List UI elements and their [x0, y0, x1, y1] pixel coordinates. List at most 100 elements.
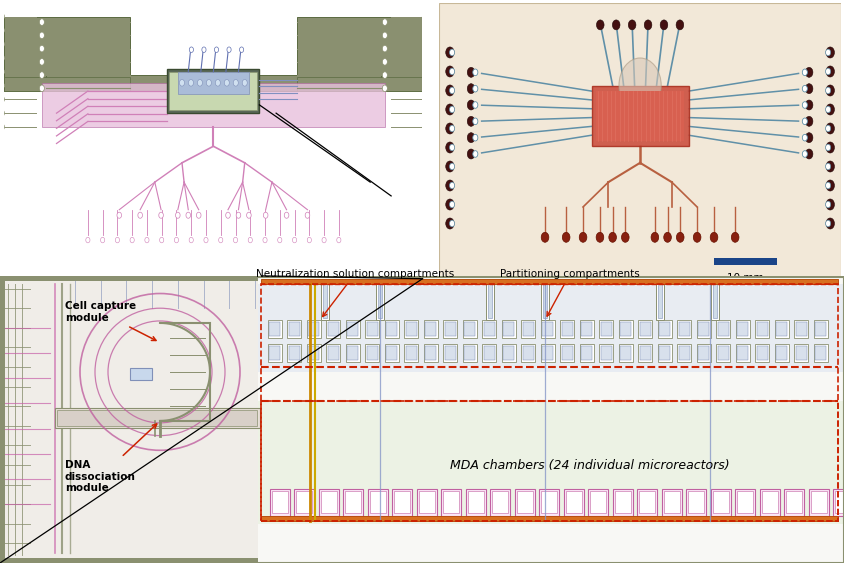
- Bar: [598, 345, 613, 362]
- Circle shape: [446, 142, 454, 153]
- Circle shape: [449, 125, 454, 132]
- Bar: [295, 489, 314, 516]
- Circle shape: [467, 84, 474, 93]
- Circle shape: [802, 86, 807, 92]
- Bar: [130, 368, 152, 380]
- Circle shape: [608, 233, 616, 242]
- Circle shape: [825, 104, 834, 115]
- Bar: [814, 346, 825, 360]
- Bar: [712, 491, 728, 513]
- Bar: [370, 491, 386, 513]
- Bar: [717, 322, 728, 336]
- Bar: [639, 491, 655, 513]
- Circle shape: [189, 238, 193, 243]
- Bar: [287, 320, 301, 338]
- Circle shape: [186, 212, 191, 218]
- Circle shape: [40, 45, 45, 52]
- Circle shape: [422, 110, 426, 116]
- Circle shape: [449, 220, 454, 227]
- Bar: [490, 489, 510, 516]
- Bar: [793, 345, 808, 362]
- Circle shape: [40, 85, 45, 92]
- Text: Cell capture
module: Cell capture module: [65, 301, 156, 341]
- Bar: [501, 320, 516, 338]
- Bar: [385, 345, 398, 362]
- Bar: [540, 320, 555, 338]
- Bar: [326, 320, 340, 338]
- Text: MDA chambers (24 individual microreactors): MDA chambers (24 individual microreactor…: [450, 458, 729, 471]
- Bar: [55, 408, 260, 428]
- Circle shape: [643, 20, 651, 30]
- Circle shape: [446, 66, 454, 77]
- Bar: [321, 491, 337, 513]
- Circle shape: [160, 238, 164, 243]
- Bar: [737, 491, 753, 513]
- Circle shape: [337, 238, 340, 243]
- Circle shape: [284, 212, 289, 218]
- Bar: [755, 345, 769, 362]
- Bar: [425, 346, 436, 360]
- Bar: [813, 320, 827, 338]
- Circle shape: [40, 59, 45, 65]
- Circle shape: [449, 201, 454, 208]
- Bar: [542, 322, 553, 336]
- Circle shape: [449, 49, 454, 56]
- Circle shape: [100, 238, 105, 243]
- Bar: [443, 345, 457, 362]
- Circle shape: [825, 125, 830, 132]
- Bar: [443, 320, 457, 338]
- Circle shape: [825, 218, 834, 229]
- Circle shape: [825, 201, 830, 208]
- Circle shape: [381, 45, 387, 52]
- Circle shape: [659, 20, 667, 30]
- Bar: [482, 345, 496, 362]
- Circle shape: [825, 47, 834, 58]
- Circle shape: [467, 117, 474, 126]
- Circle shape: [825, 123, 834, 134]
- Bar: [735, 345, 749, 362]
- Bar: [663, 491, 679, 513]
- Text: 10 mm: 10 mm: [727, 273, 763, 283]
- Bar: [581, 346, 592, 360]
- Circle shape: [422, 96, 426, 102]
- Bar: [365, 320, 379, 338]
- Bar: [376, 281, 383, 320]
- Bar: [345, 320, 360, 338]
- Polygon shape: [4, 17, 130, 91]
- Bar: [492, 491, 508, 513]
- Circle shape: [596, 233, 603, 242]
- Circle shape: [202, 47, 206, 52]
- Circle shape: [825, 182, 830, 189]
- Circle shape: [825, 199, 834, 210]
- Bar: [786, 491, 802, 513]
- Bar: [514, 489, 534, 516]
- Bar: [677, 320, 690, 338]
- Bar: [734, 489, 755, 516]
- Circle shape: [621, 233, 628, 242]
- Bar: [737, 346, 748, 360]
- Bar: [783, 489, 803, 516]
- Circle shape: [233, 238, 237, 243]
- Bar: [679, 346, 690, 360]
- Circle shape: [381, 59, 387, 65]
- Bar: [561, 322, 572, 336]
- Bar: [793, 320, 808, 338]
- Bar: [710, 489, 730, 516]
- Circle shape: [262, 238, 267, 243]
- Bar: [289, 346, 300, 360]
- Circle shape: [381, 32, 387, 39]
- Bar: [445, 346, 456, 360]
- Text: DNA
dissociation
module: DNA dissociation module: [65, 424, 156, 493]
- Circle shape: [473, 86, 478, 92]
- Circle shape: [219, 238, 223, 243]
- Bar: [795, 346, 806, 360]
- Bar: [756, 322, 767, 336]
- Bar: [463, 345, 476, 362]
- Circle shape: [804, 68, 812, 77]
- Bar: [345, 345, 360, 362]
- Circle shape: [0, 69, 4, 75]
- Bar: [405, 346, 416, 360]
- Bar: [735, 320, 749, 338]
- Bar: [677, 345, 690, 362]
- Bar: [639, 322, 650, 336]
